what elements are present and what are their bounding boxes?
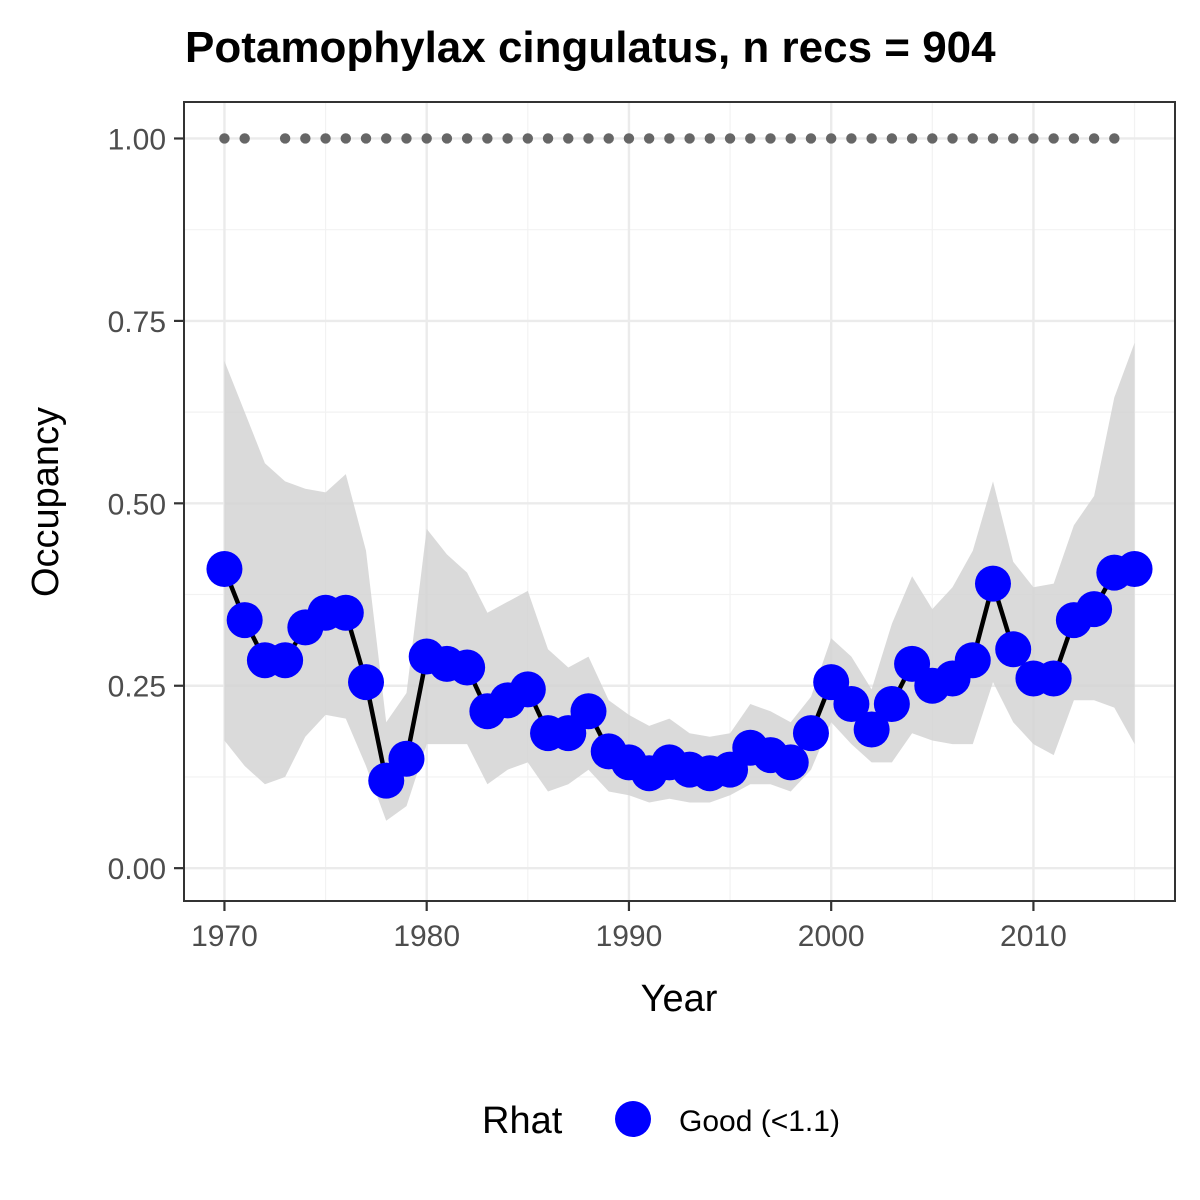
trend-point (974, 565, 1011, 602)
record-dot (502, 133, 513, 144)
record-dot (421, 133, 432, 144)
record-dot (704, 133, 716, 144)
record-dot (866, 133, 877, 144)
plot-border (183, 101, 1176, 902)
trend-point (995, 631, 1032, 668)
record-dot (1008, 133, 1019, 144)
record-dot (947, 133, 958, 144)
record-dot (320, 133, 331, 144)
y-tick-label: 0.50 (108, 488, 166, 521)
trend-point (772, 744, 809, 781)
trend-point (267, 642, 304, 679)
trend-point (348, 664, 385, 701)
record-dot (846, 133, 857, 144)
trend-point (226, 602, 263, 639)
record-dot (987, 133, 999, 144)
record-dot (381, 133, 392, 144)
trend-point (853, 711, 890, 748)
legend-title: Rhat (482, 1100, 563, 1142)
record-dot (300, 133, 311, 144)
trend-point (570, 693, 607, 730)
y-axis-label: Occupancy (25, 407, 67, 597)
y-tick-label: 0.25 (108, 671, 166, 704)
record-dot (603, 133, 614, 144)
record-dot (461, 133, 473, 144)
trend-point (792, 715, 829, 752)
record-dot (482, 133, 493, 144)
record-dot (522, 133, 534, 144)
trend-point (327, 594, 364, 631)
record-dot (765, 133, 776, 144)
record-dot (360, 133, 372, 144)
legend: Rhat Good (<1.1) (482, 1100, 840, 1142)
record-dot (643, 133, 655, 144)
x-axis-label: Year (641, 978, 718, 1020)
record-dot (583, 133, 594, 144)
record-dot (563, 133, 574, 144)
record-dot (279, 133, 291, 144)
record-dot (785, 133, 796, 144)
trend-point (833, 685, 870, 722)
trend-point (1076, 591, 1113, 628)
x-axis: 1970 1980 1990 2000 2010 (191, 901, 1067, 953)
y-axis: 0.00 0.25 0.50 0.75 1.00 (108, 123, 184, 886)
chart-title: Potamophylax cingulatus, n recs = 904 (185, 23, 996, 72)
record-dot (886, 133, 898, 144)
record-dot (825, 133, 837, 144)
x-tick-label: 1990 (596, 920, 663, 953)
trend-point (1116, 550, 1153, 587)
legend-item-good: Good (<1.1) (679, 1105, 840, 1138)
record-dot (684, 133, 695, 144)
trend-point (954, 642, 991, 679)
record-dot (1048, 133, 1059, 144)
record-dot (219, 133, 230, 144)
y-tick-label: 0.00 (108, 853, 166, 886)
record-dot (1068, 133, 1080, 144)
record-dot (967, 133, 978, 144)
trend-point (206, 550, 243, 587)
trend-point (873, 685, 910, 722)
x-tick-label: 2010 (1000, 920, 1067, 953)
record-dot (623, 133, 635, 144)
trend-point (388, 740, 425, 777)
record-dot (664, 133, 675, 144)
record-dot (805, 133, 817, 144)
trend-point (509, 671, 546, 708)
record-dots (219, 133, 1120, 144)
record-dot (906, 133, 918, 144)
record-dot (1109, 133, 1120, 144)
record-dot (724, 133, 736, 144)
x-tick-label: 2000 (798, 920, 865, 953)
y-tick-label: 1.00 (108, 123, 166, 156)
record-dot (1088, 133, 1100, 144)
x-tick-label: 1970 (191, 920, 258, 953)
record-dot (340, 133, 351, 144)
trend-point (1035, 660, 1072, 697)
y-tick-label: 0.75 (108, 306, 166, 339)
record-dot (1028, 133, 1039, 144)
record-dot (745, 133, 756, 144)
legend-key-good (615, 1101, 651, 1137)
trend-point (449, 649, 486, 686)
trend-points (206, 550, 1153, 799)
record-dot (542, 133, 554, 144)
record-dot (441, 133, 453, 144)
record-dot (927, 133, 938, 144)
x-tick-label: 1980 (393, 920, 460, 953)
record-dot (239, 133, 250, 144)
record-dot (401, 133, 412, 144)
